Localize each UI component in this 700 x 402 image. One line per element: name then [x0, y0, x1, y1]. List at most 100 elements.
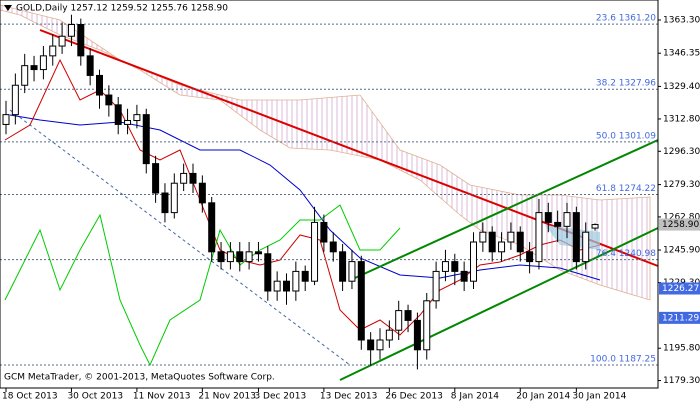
candle-body: [385, 329, 393, 341]
candle-body: [301, 270, 309, 282]
x-tick-label: 21 Nov 2013: [198, 392, 256, 402]
candle-body: [507, 231, 515, 243]
candle-body: [479, 231, 487, 243]
candle-body: [124, 120, 132, 125]
axes: 1363.30 1346.35 1329.40 1312.80 1296.30 1279.…: [2, 15, 700, 402]
candle-body: [226, 251, 234, 263]
candle-body: [488, 231, 496, 253]
price-tag: [659, 282, 700, 295]
candle-body: [591, 224, 599, 229]
candle-body: [254, 251, 262, 255]
candle-body: [39, 55, 47, 71]
candle-body: [292, 270, 300, 292]
chart-title: GOLD,Daily 1257.12 1259.52 1255.76 1258.…: [16, 4, 228, 14]
candle-body: [180, 172, 188, 184]
y-tick-label: 1346.35: [663, 49, 700, 59]
candle-body: [320, 221, 328, 243]
candle-body: [404, 310, 412, 321]
candle-body: [86, 55, 94, 76]
candles: [2, 14, 599, 370]
fib-base-line: [9, 109, 351, 366]
x-tick-label: 20 Jan 2014: [516, 392, 570, 402]
channel-lower: [339, 227, 659, 381]
candle-body: [367, 339, 375, 351]
candle-body: [217, 251, 225, 263]
candle-body: [142, 114, 150, 165]
x-tick-label: 8 Jan 2014: [451, 392, 499, 402]
candle-body: [544, 212, 552, 223]
ichimoku-cloud: [0, 4, 651, 301]
candle-body: [348, 261, 356, 282]
candle-body: [526, 251, 534, 263]
candle-body: [49, 45, 57, 57]
x-tick-label: 3 Dec 2013: [254, 392, 306, 402]
candle-body: [96, 74, 103, 96]
candle-body: [423, 300, 431, 351]
candle-body: [245, 251, 253, 263]
candle-body: [357, 261, 365, 341]
y-tick-label: 1279.30: [663, 180, 700, 190]
menu-triangle: [4, 5, 12, 11]
y-tick-label: 1312.80: [663, 114, 700, 124]
candle-body: [498, 241, 506, 253]
candle-body: [395, 310, 403, 331]
candle-body: [21, 65, 29, 86]
candle-body: [152, 163, 160, 194]
fib-levels: 23.6 1361.20 38.2 1327.96 50.0 1301.09 61.8…: [0, 14, 658, 366]
candle-body: [563, 212, 571, 227]
candle-body: [30, 65, 38, 71]
candle-body: [339, 251, 347, 282]
candle-body: [105, 94, 113, 106]
candle-body: [516, 231, 524, 253]
price-tag-label: 1258.90: [662, 220, 699, 230]
candle-body: [582, 231, 590, 263]
fib-label: 23.6 1361.20: [596, 14, 656, 24]
candle-body: [58, 35, 66, 47]
channel-upper: [354, 139, 659, 279]
kijun-line: [9, 114, 601, 281]
fib-label: 61.8 1274.22: [596, 184, 656, 194]
candle-body: [236, 251, 244, 263]
candle-body: [161, 192, 169, 214]
candle-body: [283, 280, 290, 292]
y-tick-label: 1262.80: [663, 212, 700, 222]
candle-body: [451, 261, 459, 272]
y-tick-label: 1363.30: [663, 15, 700, 25]
x-tick-label: 30 Jan 2014: [572, 392, 626, 402]
candle-body: [67, 23, 75, 37]
candle-body: [170, 182, 178, 214]
candle-body: [208, 202, 216, 253]
fib-label: 50.0 1301.09: [596, 131, 656, 141]
candle-body: [114, 104, 122, 125]
candle-body: [189, 172, 197, 184]
y-tick-label: 1179.30: [663, 376, 700, 386]
candle-body: [535, 212, 543, 263]
chikou-line: [4, 204, 401, 367]
price-tag: [659, 311, 700, 324]
x-tick-label: 11 Nov 2013: [133, 392, 191, 402]
candle-body: [311, 221, 319, 282]
y-tick-label: 1195.80: [663, 344, 700, 354]
fib-label: 100.0 1187.25: [590, 354, 656, 364]
candle-body: [432, 270, 440, 302]
candle-body: [572, 212, 580, 263]
candle-body: [273, 280, 281, 292]
x-tick-label: 18 Oct 2013: [2, 392, 58, 402]
candle-body: [376, 339, 384, 351]
copyright: GCM MetaTrader, © 2001-2013, MetaQuotes …: [4, 373, 275, 383]
candle-body: [2, 114, 10, 125]
candle-body: [77, 23, 85, 57]
fib-label: 38.2 1327.96: [596, 79, 656, 89]
candle-body: [264, 253, 272, 292]
plot-frame: [0, 0, 659, 389]
x-tick-label: 13 Dec 2013: [320, 392, 378, 402]
x-tick-label: 30 Oct 2013: [67, 392, 123, 402]
candle-body: [441, 261, 449, 272]
y-tick-label: 1296.30: [663, 147, 700, 157]
price-tag-label: 1211.29: [662, 313, 699, 323]
candle-body: [460, 270, 468, 282]
candle-body: [554, 221, 562, 227]
fib-label: 76.4 1240.98: [596, 249, 656, 259]
